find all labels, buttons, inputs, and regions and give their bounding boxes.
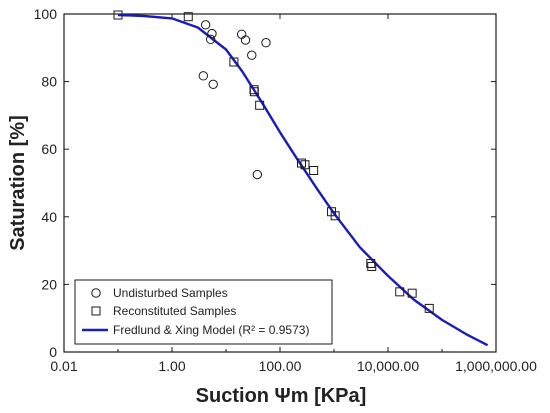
reconstituted-point <box>300 160 310 170</box>
reconstituted-point <box>113 10 123 20</box>
reconstituted-point <box>249 87 259 97</box>
reconstituted-point <box>229 57 239 67</box>
legend-model-label: Fredlund & Xing Model (R² = 0.9573) <box>113 323 309 337</box>
undisturbed-point <box>205 34 216 45</box>
reconstituted-point <box>367 261 377 271</box>
undisturbed-point <box>247 50 257 60</box>
undisturbed-point <box>208 79 218 90</box>
y-tick-label: 80 <box>41 74 57 90</box>
reconstituted-point <box>407 288 417 298</box>
x-tick-label: 10,000.00 <box>357 358 419 374</box>
model-curve-layer <box>117 13 489 347</box>
x-tick-label: 1,000,000.00 <box>455 358 537 374</box>
undisturbed-point <box>200 20 211 30</box>
legend-undisturbed-label: Undisturbed Samples <box>113 286 228 300</box>
reconstituted-point <box>309 165 319 175</box>
undisturbed-point <box>261 38 271 48</box>
legend-circle-marker <box>91 288 101 298</box>
legend-box <box>74 279 333 345</box>
y-tick-label: 40 <box>41 209 57 225</box>
y-tick-label: 60 <box>41 141 57 157</box>
reconstituted-point <box>255 100 265 110</box>
y-tick-label: 20 <box>41 276 57 292</box>
reconstituted-point <box>424 303 434 313</box>
undisturbed-point <box>240 35 251 45</box>
undisturbed-point <box>207 28 217 39</box>
reconstituted-point <box>366 258 376 268</box>
y-axis-title: Saturation [%] <box>7 115 29 251</box>
legend-square-marker <box>91 306 101 316</box>
reconstituted-point <box>330 211 340 221</box>
undisturbed-point <box>252 169 263 180</box>
reconstituted-point <box>183 12 193 22</box>
legend-reconstituted-label: Reconstituted Samples <box>113 304 236 318</box>
x-tick-label: 1.00 <box>158 358 185 374</box>
undisturbed-point <box>198 71 209 81</box>
x-tick-label: 100.00 <box>259 358 302 374</box>
axis-tick-labels: 0.01 1.00 100.00 10,000.00 1,000,000.00 0 20 40… <box>34 6 537 374</box>
legend: Undisturbed Samples Reconstituted Sample… <box>74 279 333 345</box>
x-tick-label: 0.01 <box>50 358 77 374</box>
model-curve <box>117 13 489 347</box>
x-axis-title: Suction Ψm [KPa] <box>196 385 367 407</box>
undisturbed-point <box>236 29 247 39</box>
marker-layer <box>113 10 434 313</box>
y-tick-label: 0 <box>49 344 57 360</box>
y-tick-label: 100 <box>34 6 58 22</box>
reconstituted-point <box>395 287 405 297</box>
reconstituted-point <box>296 158 306 168</box>
